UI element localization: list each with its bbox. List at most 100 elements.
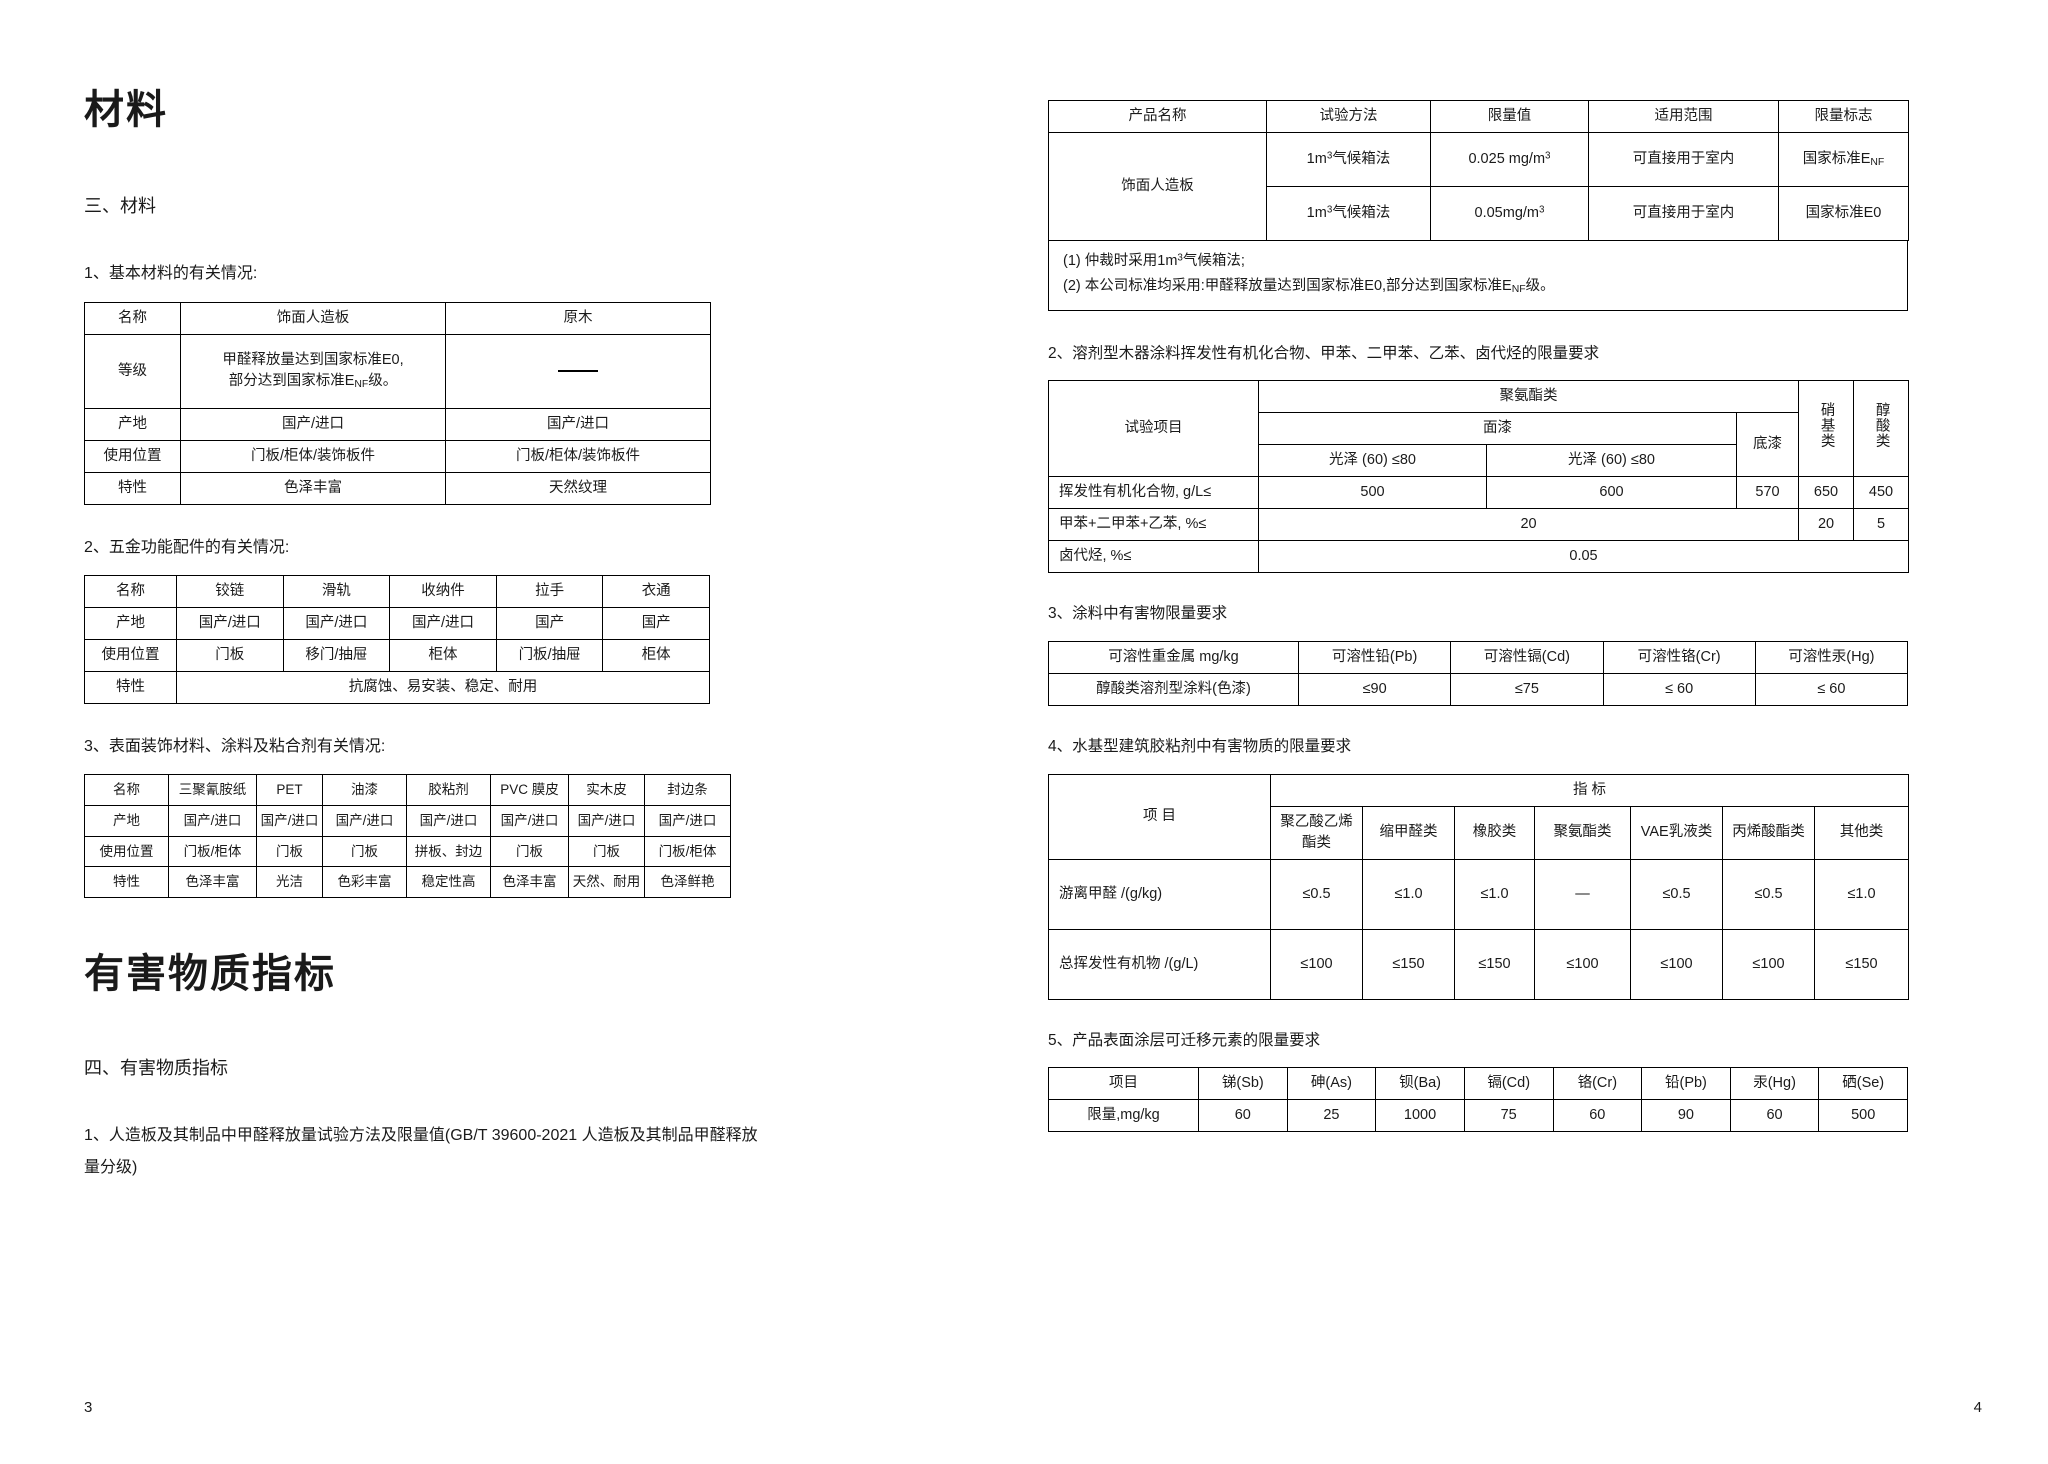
- table-row: 卤代烃, %≤ 0.05: [1048, 540, 1910, 574]
- subsection-3-label: 3、表面装饰材料、涂料及粘合剂有关情况:: [84, 738, 386, 756]
- col-header-category: 丙烯酸酯类: [1722, 805, 1815, 860]
- cell-value: 门板: [568, 835, 645, 868]
- col-header-soluble-metals: 可溶性重金属 mg/kg: [1048, 640, 1299, 675]
- cell-product-name: 饰面人造板: [1048, 132, 1267, 242]
- table-row: 等级 甲醛释放量达到国家标准E0, 部分达到国家标准ENF级。: [84, 333, 711, 409]
- cell-value: 滑轨: [282, 575, 391, 609]
- cell-row-label: 使用位置: [84, 835, 169, 868]
- cell-value: 60: [1729, 1099, 1820, 1133]
- table-row: 使用位置 门板/柜体 门板 门板 拼板、封边 门板 门板 门板/柜体: [84, 835, 731, 868]
- col-header-gloss-1: 光泽 (60) ≤80: [1258, 444, 1487, 478]
- cell-mark: 国家标准E0: [1778, 186, 1909, 242]
- table-row-header: 面漆 底漆: [1049, 412, 1909, 478]
- table-row: 挥发性有机化合物, g/L≤ 500 600 570 650 450: [1048, 476, 1910, 510]
- cell-row-label: 名称: [84, 301, 181, 335]
- col-header-mark: 限量标志: [1778, 99, 1909, 134]
- cell-value-merged: 0.05: [1257, 540, 1910, 574]
- cell-value: 封边条: [644, 774, 731, 807]
- cell-value: 色泽丰富: [490, 866, 569, 898]
- page-title-materials: 材料: [84, 88, 168, 132]
- cell-scope: 可直接用于室内: [1588, 186, 1779, 242]
- cell-value: 60: [1198, 1099, 1288, 1133]
- group-header-polyurethane: 聚氨酯类: [1257, 380, 1800, 414]
- table-row: 特性 色泽丰富 光洁 色彩丰富 稳定性高 色泽丰富 天然、耐用 色泽鲜艳: [84, 866, 731, 898]
- cell-row-label: 醇酸类溶剂型涂料(色漆): [1048, 672, 1299, 707]
- cell-value: 90: [1641, 1099, 1731, 1133]
- col-header-nitro: 硝基类: [1798, 380, 1855, 478]
- cell-value: 国产: [602, 607, 710, 641]
- cell-value: 稳定性高: [406, 866, 491, 898]
- formaldehyde-notes: (1) 仲裁时采用1m3气候箱法; (2) 本公司标准均采用:甲醛释放量达到国家…: [1048, 241, 1908, 311]
- table-coating-heavy-metals: 可溶性重金属 mg/kg 可溶性铅(Pb) 可溶性镉(Cd) 可溶性铬(Cr) …: [1048, 640, 1909, 707]
- col-header-cadmium: 可溶性镉(Cd): [1450, 640, 1604, 675]
- col-header-gloss-2: 光泽 (60) ≤80: [1486, 444, 1737, 478]
- cell-value: 饰面人造板: [180, 301, 446, 335]
- col-header-category: 缩甲醛类: [1362, 805, 1455, 860]
- cell-row-label: 使用位置: [84, 439, 181, 473]
- cell-value: 国产/进口: [176, 607, 284, 641]
- cell-row-label: 特性: [84, 671, 177, 705]
- cell-value: 国产/进口: [282, 607, 391, 641]
- cell-value: ≤0.5: [1270, 858, 1363, 930]
- subsection-4-line-1: 1、人造板及其制品中甲醛释放量试验方法及限量值(GB/T 39600-2021 …: [84, 1126, 758, 1144]
- cell-test-method: 1m3气候箱法: [1266, 186, 1431, 242]
- table-hardware-fittings: 名称 铰链 滑轨 收纳件 拉手 衣通 产地 国产/进口 国产/进口 国产/进口 …: [84, 575, 710, 705]
- cell-row-label: 使用位置: [84, 639, 177, 673]
- cell-value: 国产/进口: [490, 805, 569, 837]
- table-voc-limits: 试验项目 聚氨酯类 硝基类 醇酸类 面漆 底漆 光泽 (60) ≤80 光泽 (…: [1048, 380, 1910, 574]
- cell-item-label: 挥发性有机化合物, g/L≤: [1048, 476, 1259, 510]
- cell-value: 国产/进口: [180, 407, 446, 441]
- cell-value: 拉手: [495, 575, 604, 609]
- cell-value: 500: [1818, 1099, 1908, 1133]
- table-row: 产地 国产/进口 国产/进口: [84, 407, 711, 441]
- subsection-4-line-2: 量分级): [84, 1159, 138, 1177]
- cell-value: 国产/进口: [644, 805, 731, 837]
- cell-value: ≤100: [1722, 928, 1815, 1000]
- col-header-mercury: 可溶性汞(Hg): [1754, 640, 1909, 675]
- cell-value: PVC 膜皮: [490, 774, 569, 807]
- cell-value: 柜体: [389, 639, 497, 673]
- cell-row-label: 产地: [84, 607, 177, 641]
- cell-value: 收纳件: [389, 575, 497, 609]
- col-header-limit: 限量值: [1430, 99, 1589, 134]
- table-migratable-elements: 项目 锑(Sb) 砷(As) 钡(Ba) 镉(Cd) 铬(Cr) 铅(Pb) 汞…: [1048, 1067, 1908, 1133]
- cell-value: 色泽丰富: [180, 471, 446, 505]
- cell-value: 门板/柜体/装饰板件: [445, 439, 711, 473]
- cell-value: 胶粘剂: [406, 774, 491, 807]
- cell-value: 国产: [495, 607, 604, 641]
- cell-value: 600: [1486, 476, 1737, 510]
- group-header-indicator: 指 标: [1270, 773, 1909, 807]
- note-line-2: (2) 本公司标准均采用:甲醛释放量达到国家标准E0,部分达到国家标准ENF级。: [1063, 278, 1555, 296]
- table-row: 名称 饰面人造板 原木: [84, 301, 711, 335]
- cell-value: 原木: [445, 301, 711, 335]
- cell-value: 色泽丰富: [168, 866, 257, 898]
- cell-value: 衣通: [602, 575, 710, 609]
- cell-value: 75: [1463, 1099, 1554, 1133]
- table-row: 产地 国产/进口 国产/进口 国产/进口 国产 国产: [84, 607, 710, 641]
- cell-em-dash: [445, 333, 711, 409]
- table-row-header: 产品名称 试验方法 限量值 适用范围 限量标志: [1048, 99, 1909, 134]
- table-row-header: 项目 锑(Sb) 砷(As) 钡(Ba) 镉(Cd) 铬(Cr) 铅(Pb) 汞…: [1048, 1067, 1908, 1101]
- table-row: 名称 三聚氰胺纸 PET 油漆 胶粘剂 PVC 膜皮 实木皮 封边条: [84, 774, 731, 807]
- cell-value: 国产/进口: [322, 805, 407, 837]
- cell-value: 500: [1258, 476, 1487, 510]
- table-row: 醇酸类溶剂型涂料(色漆) ≤90 ≤75 ≤ 60 ≤ 60: [1048, 672, 1909, 707]
- cell-value: 移门/抽屉: [282, 639, 391, 673]
- col-header-scope: 适用范围: [1588, 99, 1779, 134]
- col-header-primer: 底漆: [1735, 412, 1800, 478]
- cell-value: 油漆: [322, 774, 407, 807]
- cell-value: 天然纹理: [445, 471, 711, 505]
- cell-value: ≤150: [1454, 928, 1535, 1000]
- table-basic-materials: 名称 饰面人造板 原木 等级 甲醛释放量达到国家标准E0, 部分达到国家标准EN…: [84, 301, 711, 505]
- cell-test-method: 1m3气候箱法: [1266, 132, 1431, 188]
- cell-row-label: 产地: [84, 407, 181, 441]
- enf-subscript: NF: [354, 378, 369, 390]
- table-adhesive-limits: 项 目 指 标 聚乙酸乙烯酯类 缩甲醛类 橡胶类 聚氨酯类 VAE乳液类 丙烯酸…: [1048, 773, 1909, 1000]
- cell-value: 国产/进口: [256, 805, 323, 837]
- cell-item-label: 甲苯+二甲苯+乙苯, %≤: [1048, 508, 1259, 542]
- right-subsection-4-label: 4、水基型建筑胶粘剂中有害物质的限量要求: [1048, 738, 1352, 756]
- cell-value: 570: [1735, 476, 1800, 510]
- cell-value: 柜体: [602, 639, 710, 673]
- table-row-header: 可溶性重金属 mg/kg 可溶性铅(Pb) 可溶性镉(Cd) 可溶性铬(Cr) …: [1048, 640, 1909, 675]
- table-row: 游离甲醛 /(g/kg) ≤0.5 ≤1.0 ≤1.0 — ≤0.5 ≤0.5 …: [1048, 858, 1909, 930]
